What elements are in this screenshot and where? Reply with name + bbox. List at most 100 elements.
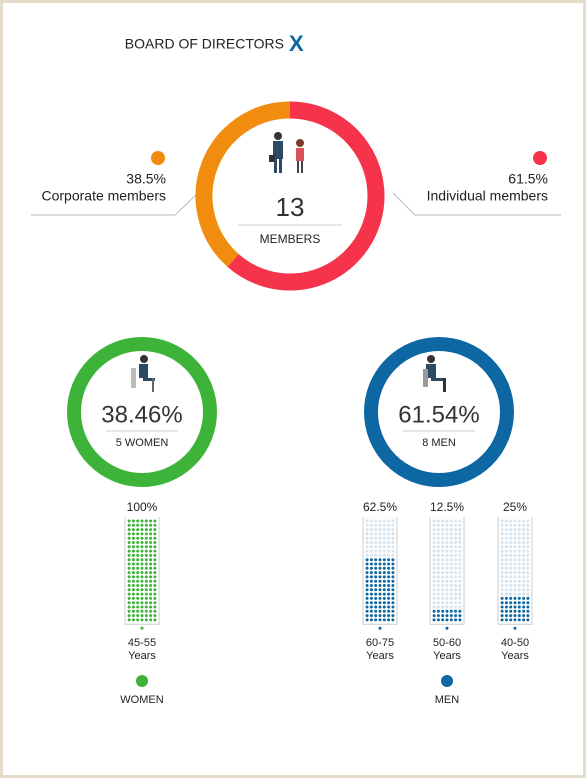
dot — [365, 584, 369, 587]
dot — [144, 571, 148, 575]
dot — [136, 609, 140, 613]
dot — [140, 562, 144, 566]
dot — [369, 528, 373, 532]
dot — [382, 601, 386, 605]
dot — [509, 609, 513, 613]
dot — [374, 558, 378, 562]
dot — [136, 532, 140, 536]
dot — [449, 566, 453, 570]
dot — [436, 609, 440, 613]
dot — [517, 579, 521, 583]
dot — [391, 541, 395, 544]
dot — [513, 549, 517, 553]
dot-column — [432, 519, 462, 622]
dot — [526, 588, 530, 592]
dot — [136, 549, 140, 553]
dot — [454, 562, 458, 566]
dot — [513, 566, 517, 570]
dot — [149, 545, 153, 549]
dot — [140, 579, 144, 583]
dot — [374, 523, 378, 527]
dot — [504, 528, 508, 532]
dot — [144, 541, 148, 544]
dot — [131, 579, 135, 583]
dot — [458, 536, 462, 540]
dot — [441, 558, 445, 562]
dot — [504, 618, 508, 622]
dot — [153, 571, 157, 575]
dot — [441, 523, 445, 527]
dot — [526, 571, 530, 575]
dot — [391, 566, 395, 570]
dot — [127, 588, 131, 592]
dot — [387, 519, 391, 523]
dot — [513, 528, 517, 532]
dot — [131, 584, 135, 587]
dot — [374, 549, 378, 553]
dot — [365, 601, 369, 605]
dot — [127, 601, 131, 605]
dot — [136, 558, 140, 562]
dot — [391, 562, 395, 566]
value-label: 25% — [503, 500, 527, 514]
dot — [441, 549, 445, 553]
dot — [522, 562, 526, 566]
dot — [391, 605, 395, 609]
ring — [364, 337, 514, 487]
dot — [445, 532, 449, 536]
dot — [387, 618, 391, 622]
dot — [458, 609, 462, 613]
dot — [454, 566, 458, 570]
dot — [522, 549, 526, 553]
dot — [500, 596, 504, 600]
dot — [522, 614, 526, 618]
dot — [140, 523, 144, 527]
dot — [504, 614, 508, 618]
dot — [144, 528, 148, 532]
dot — [509, 601, 513, 605]
dot — [149, 536, 153, 540]
dot — [526, 541, 530, 544]
dot — [526, 523, 530, 527]
dot — [378, 618, 382, 622]
dot — [378, 609, 382, 613]
dot — [149, 601, 153, 605]
dot — [144, 605, 148, 609]
dot — [432, 592, 436, 596]
dot — [526, 532, 530, 536]
dot — [365, 519, 369, 523]
dot — [149, 579, 153, 583]
dot — [517, 596, 521, 600]
dot — [374, 596, 378, 600]
dot — [513, 523, 517, 527]
dot — [136, 519, 140, 523]
dot — [382, 575, 386, 579]
dot — [522, 575, 526, 579]
dot — [500, 541, 504, 544]
dot — [500, 614, 504, 618]
dot — [382, 532, 386, 536]
dot — [458, 553, 462, 557]
dot — [127, 618, 131, 622]
dot — [458, 579, 462, 583]
dot — [153, 519, 157, 523]
dot — [144, 545, 148, 549]
dot — [504, 575, 508, 579]
column-base — [140, 626, 144, 630]
dot — [509, 596, 513, 600]
dot — [149, 605, 153, 609]
dot — [517, 588, 521, 592]
dot — [365, 553, 369, 557]
dot — [149, 549, 153, 553]
dot — [136, 562, 140, 566]
dot — [432, 532, 436, 536]
dot — [365, 523, 369, 527]
dot — [136, 536, 140, 540]
dot — [454, 618, 458, 622]
dot — [149, 584, 153, 587]
dot — [140, 588, 144, 592]
dot — [369, 609, 373, 613]
dot — [432, 609, 436, 613]
dot — [369, 618, 373, 622]
dot — [449, 579, 453, 583]
